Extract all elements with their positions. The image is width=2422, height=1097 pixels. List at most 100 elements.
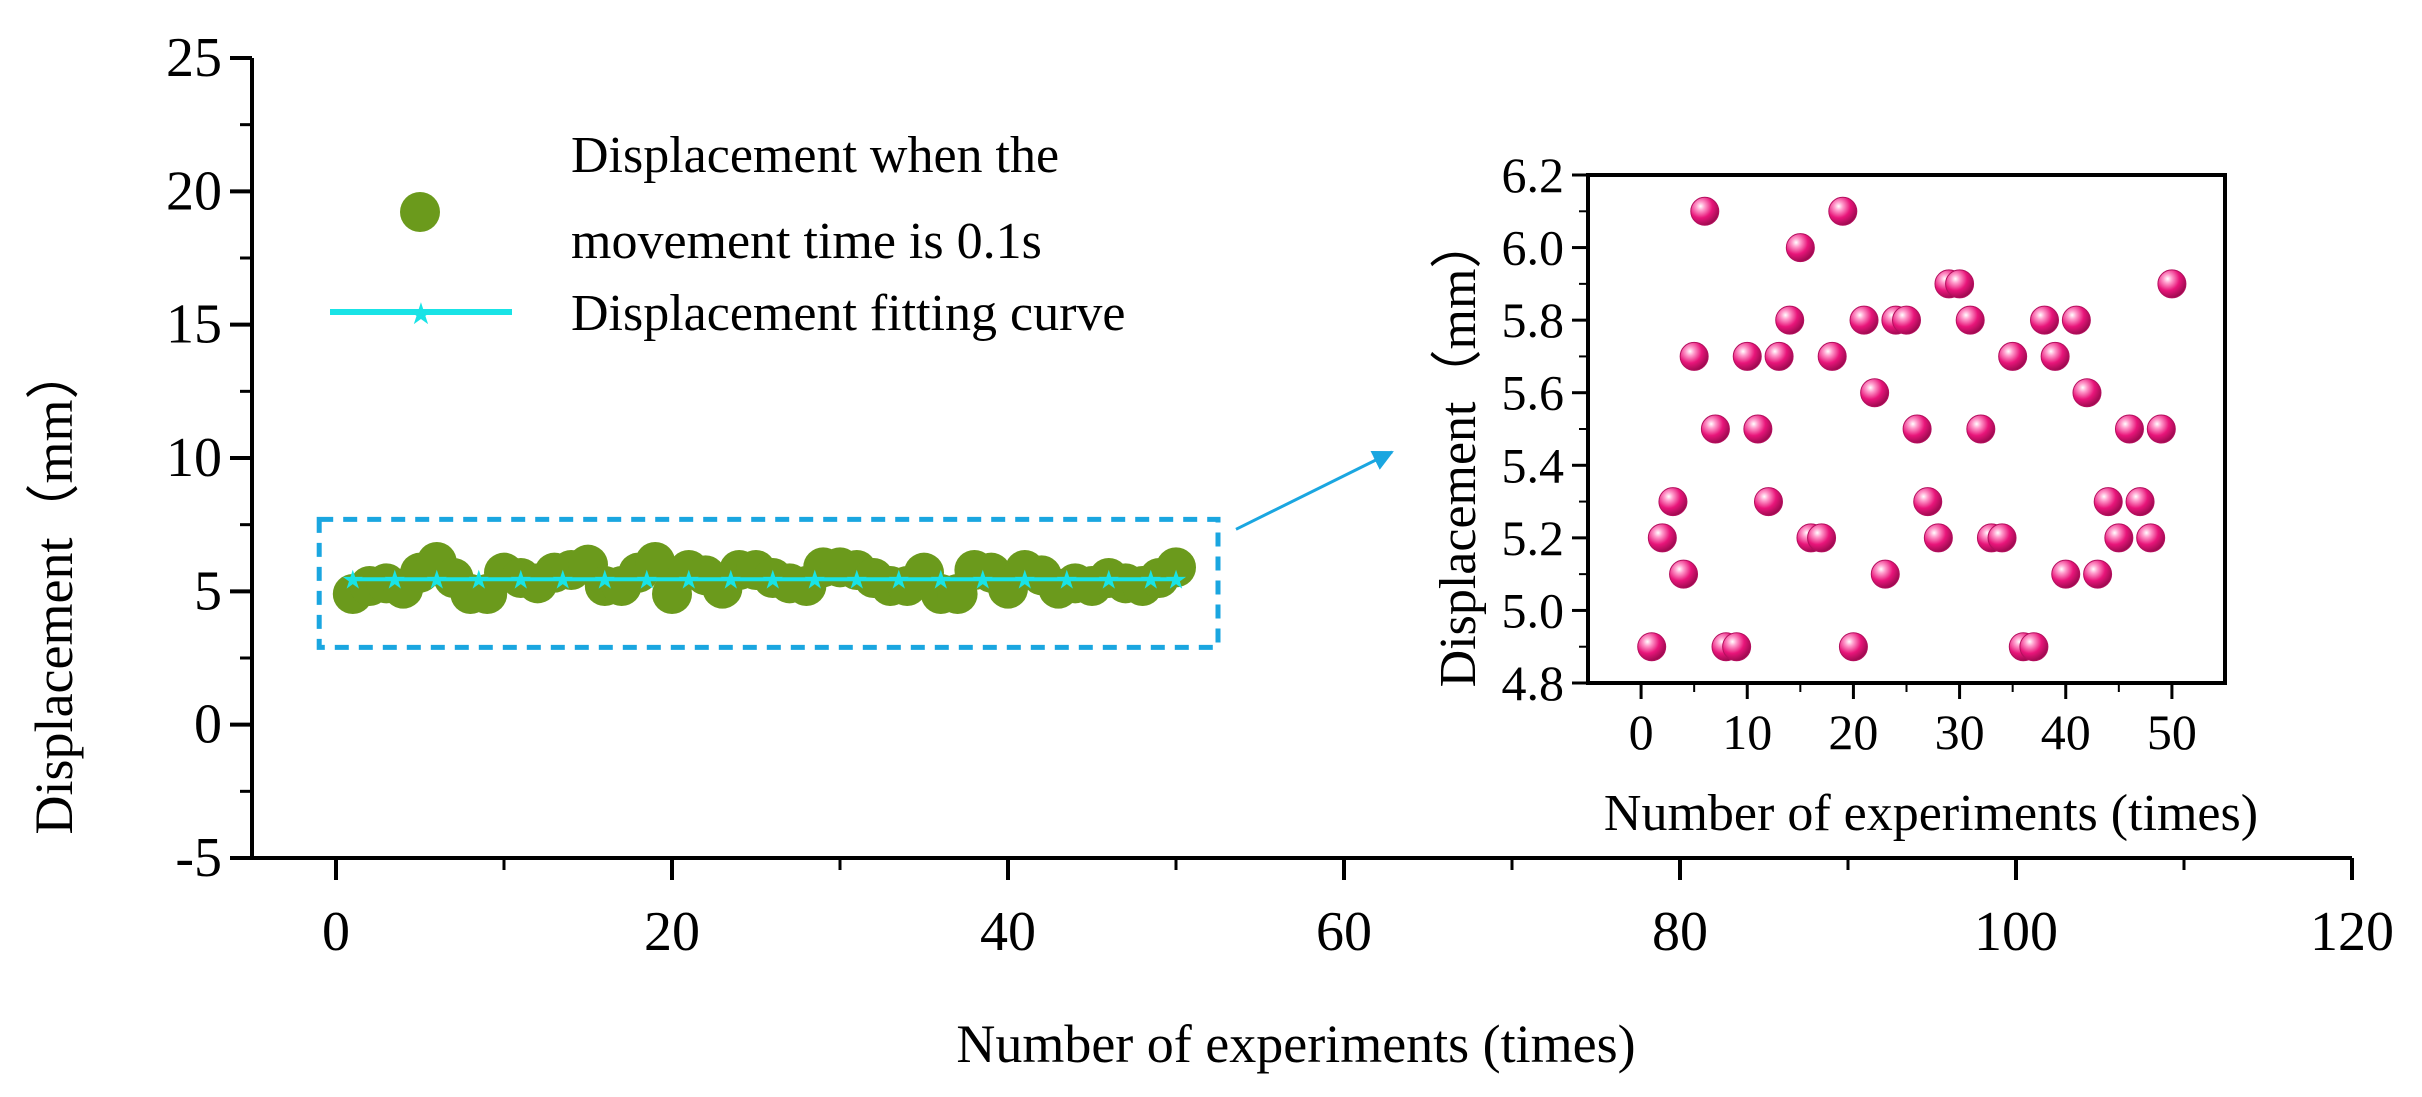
inset-data-point bbox=[2093, 487, 2123, 517]
zoom-box bbox=[316, 516, 1221, 650]
inset-x-axis-label: Number of experiments (times) bbox=[1604, 785, 2258, 842]
inset-x-tick-label: 20 bbox=[1828, 704, 1878, 760]
inset-data-point bbox=[1764, 341, 1794, 371]
main-y-tick-label: 5 bbox=[194, 560, 222, 622]
main-x-tick-label: 120 bbox=[2310, 901, 2394, 963]
inset-data-point bbox=[2104, 523, 2134, 553]
inset-data-point bbox=[1679, 341, 1709, 371]
fitting-curve-star: ★ bbox=[887, 565, 910, 594]
inset-data-point bbox=[2030, 305, 2060, 335]
fitting-curve-star: ★ bbox=[593, 565, 616, 594]
legend-label-line-1: Displacement when the bbox=[571, 127, 1059, 184]
inset-data-point bbox=[1700, 414, 1730, 444]
fitting-curve-star: ★ bbox=[677, 565, 700, 594]
main-y-axis-label: Displacement（mm） bbox=[24, 346, 84, 835]
inset-y-tick-label: 5.2 bbox=[1502, 510, 1565, 566]
fitting-curve-star: ★ bbox=[467, 565, 490, 594]
main-x-tick-label: 100 bbox=[1974, 901, 2058, 963]
legend-marker-star: ★ bbox=[408, 298, 435, 331]
inset-data-point bbox=[1966, 414, 1996, 444]
inset-x-tick-label: 0 bbox=[1629, 704, 1654, 760]
fitting-curve-star: ★ bbox=[719, 565, 742, 594]
fitting-curve-star: ★ bbox=[1055, 565, 1078, 594]
main-x-tick-label: 60 bbox=[1316, 901, 1372, 963]
main-chart: ★ ★ ★ ★ ★ ★ ★ ★ ★ ★ ★ ★ ★ ★ ★ ★ ★ ★ ★ ★ ★ 0 20 40 60 80 100 120-50… bbox=[24, 27, 2394, 1074]
main-axes: 0 20 40 60 80 100 120 -5 0 5 10 15 20 25 bbox=[166, 27, 2394, 963]
inset-data-point bbox=[1732, 341, 1762, 371]
inset-x-tick-label: 30 bbox=[1935, 704, 1985, 760]
main-y-tick-label: 10 bbox=[166, 427, 222, 489]
inset-data-point bbox=[1913, 487, 1943, 517]
legend-label-line-2: movement time is 0.1s bbox=[571, 213, 1042, 270]
inset-data-point bbox=[2114, 414, 2144, 444]
main-x-tick-label: 80 bbox=[1652, 901, 1708, 963]
fitting-curve-star: ★ bbox=[803, 565, 826, 594]
inset-data-point bbox=[1807, 523, 1837, 553]
legend-entry-displacement: Displacement when the movement time is 0… bbox=[400, 127, 1059, 270]
main-y-tick-label: 15 bbox=[166, 294, 222, 356]
inset-data-point bbox=[2157, 269, 2187, 299]
fitting-curve-star: ★ bbox=[635, 565, 658, 594]
fitting-curve-star: ★ bbox=[929, 565, 952, 594]
inset-x-tick-label: 10 bbox=[1722, 704, 1772, 760]
inset-data-point bbox=[1923, 523, 1953, 553]
inset-axes: 0 10 20 30 40 50 4.8 5.0 5.2 5.4 5.6 5.8 6.0 6.2 bbox=[1502, 147, 2227, 760]
inset-data-point bbox=[1892, 305, 1921, 335]
inset-data-point bbox=[1753, 487, 1783, 517]
inset-chart: 0 10 20 30 40 50 4.8 5.0 5.2 5.4 5.6 5.8 6.0 6.2 Numb… bbox=[1430, 147, 2258, 842]
fitting-curve-star: ★ bbox=[509, 565, 532, 594]
inset-data-point bbox=[1785, 233, 1815, 263]
inset-scatter-series bbox=[1637, 196, 2187, 662]
inset-y-tick-label: 6.2 bbox=[1502, 147, 1565, 203]
inset-data-point bbox=[1775, 305, 1805, 335]
inset-data-point bbox=[1658, 487, 1688, 517]
fitting-curve-star: ★ bbox=[1013, 565, 1036, 594]
fitting-curve-star: ★ bbox=[383, 565, 406, 594]
inset-y-tick-label: 5.0 bbox=[1502, 582, 1565, 638]
main-y-tick-label: 20 bbox=[166, 160, 222, 222]
inset-data-point bbox=[2072, 378, 2102, 408]
fitting-curve-star: ★ bbox=[1164, 565, 1187, 594]
inset-data-point bbox=[1743, 414, 1773, 444]
inset-data-point bbox=[2040, 341, 2070, 371]
fitting-curve-star: ★ bbox=[845, 565, 868, 594]
main-x-tick-label: 0 bbox=[322, 901, 350, 963]
inset-data-point bbox=[1870, 559, 1900, 589]
inset-data-point bbox=[1955, 305, 1985, 335]
main-x-tick-label: 40 bbox=[980, 901, 1036, 963]
legend-entry-fitting-curve: ★ Displacement fitting curve bbox=[330, 285, 1125, 342]
inset-data-point bbox=[1647, 523, 1677, 553]
fitting-curve-star: ★ bbox=[1139, 565, 1162, 594]
zoom-arrow bbox=[1235, 450, 1394, 531]
inset-y-tick-label: 6.0 bbox=[1502, 220, 1565, 276]
inset-y-tick-label: 5.4 bbox=[1502, 437, 1565, 493]
fitting-curve-star: ★ bbox=[341, 565, 364, 594]
inset-y-axis-label: Displacement（mm） bbox=[1430, 217, 1487, 688]
inset-data-point bbox=[1902, 414, 1932, 444]
inset-data-point bbox=[1838, 632, 1868, 662]
legend: Displacement when the movement time is 0… bbox=[330, 127, 1125, 342]
main-y-tick-label: -5 bbox=[175, 827, 222, 889]
main-y-tick-label: 25 bbox=[166, 27, 222, 89]
inset-data-point bbox=[1637, 632, 1667, 662]
fitting-curve-star: ★ bbox=[761, 565, 784, 594]
inset-y-tick-label: 4.8 bbox=[1502, 655, 1565, 711]
legend-marker-circle bbox=[400, 192, 440, 232]
fitting-curve-star: ★ bbox=[1097, 565, 1120, 594]
fitting-curve-series: ★ ★ ★ ★ ★ ★ ★ ★ ★ ★ ★ ★ ★ ★ ★ ★ ★ ★ ★ ★ ★ bbox=[341, 565, 1188, 594]
inset-data-point bbox=[1828, 196, 1858, 226]
fitting-curve-star: ★ bbox=[551, 565, 574, 594]
inset-x-tick-label: 50 bbox=[2147, 704, 2197, 760]
inset-y-tick-label: 5.8 bbox=[1502, 292, 1565, 348]
legend-label: Displacement fitting curve bbox=[571, 285, 1125, 342]
inset-data-point bbox=[1945, 269, 1975, 299]
inset-data-point bbox=[2136, 523, 2166, 553]
inset-data-point bbox=[2061, 305, 2091, 335]
inset-data-point bbox=[1998, 341, 2028, 371]
inset-data-point bbox=[1722, 632, 1752, 662]
inset-data-point bbox=[2083, 559, 2113, 589]
inset-data-point bbox=[1860, 378, 1890, 408]
main-x-axis-label: Number of experiments (times) bbox=[956, 1014, 1635, 1074]
inset-data-point bbox=[1849, 305, 1879, 335]
